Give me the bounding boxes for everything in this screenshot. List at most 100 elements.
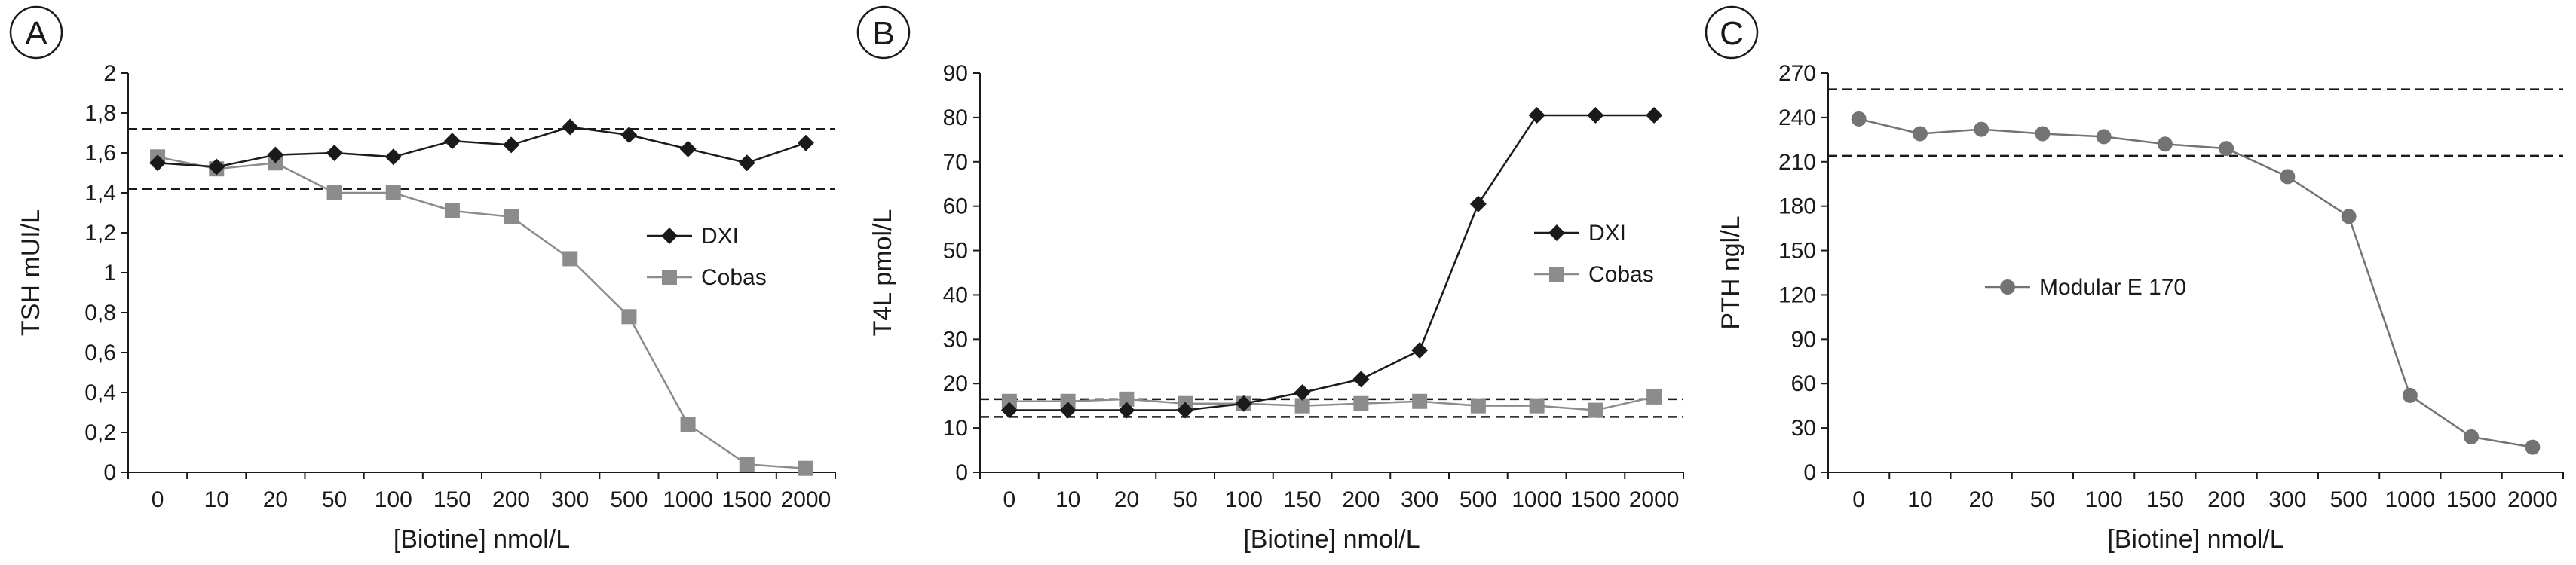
- x-tick-label: 2000: [781, 487, 832, 512]
- y-tick-label: 80: [943, 105, 968, 130]
- y-tick-label: 70: [943, 150, 968, 175]
- data-point: [680, 417, 696, 432]
- data-point: [738, 154, 755, 172]
- data-point: [326, 185, 342, 200]
- panel-letter-circle: [856, 5, 911, 60]
- y-tick-label: 90: [1791, 327, 1816, 352]
- series-cobas: [150, 149, 813, 476]
- x-tick-label: 150: [2146, 487, 2184, 512]
- data-point: [385, 185, 401, 200]
- data-point: [208, 158, 225, 176]
- legend-label: Cobas: [1588, 262, 1654, 287]
- x-tick-label: 300: [1401, 487, 1438, 512]
- y-tick-label: 30: [943, 327, 968, 352]
- y-tick-label: 2: [103, 61, 116, 86]
- y-tick-label: 0,6: [84, 341, 116, 365]
- x-tick-label: 1000: [663, 487, 713, 512]
- x-tick-label: 2000: [2507, 487, 2558, 512]
- data-point: [2525, 439, 2541, 455]
- x-tick-label: 20: [263, 487, 288, 512]
- data-point: [739, 457, 755, 472]
- data-point: [443, 133, 461, 150]
- y-tick-label: 1: [103, 261, 116, 286]
- legend-swatch-marker: [662, 270, 677, 285]
- data-point: [1529, 398, 1545, 414]
- y-tick-label: 1,6: [84, 141, 116, 166]
- data-point: [798, 460, 813, 476]
- data-point: [1646, 106, 1663, 124]
- y-tick-label: 180: [1778, 194, 1816, 219]
- legend-swatch-marker: [2000, 279, 2015, 295]
- data-point: [2402, 387, 2418, 403]
- data-point: [620, 127, 638, 144]
- data-point: [1912, 126, 1928, 142]
- data-point: [562, 118, 579, 136]
- legend-swatch-marker: [1548, 224, 1565, 241]
- x-tick-label: 500: [610, 487, 648, 512]
- x-tick-label: 1000: [2385, 487, 2436, 512]
- data-point: [1000, 402, 1018, 419]
- data-point: [2464, 429, 2480, 444]
- y-tick-label: 150: [1778, 239, 1816, 264]
- data-point: [1412, 393, 1428, 409]
- panel-letter-circle: [9, 5, 63, 60]
- x-tick-label: 1000: [1512, 487, 1562, 512]
- x-tick-label: 200: [492, 487, 530, 512]
- x-tick-label: 10: [1907, 487, 1932, 512]
- legend: DXI Cobas: [1534, 221, 1654, 287]
- data-point: [1851, 111, 1867, 127]
- data-point: [1974, 121, 1989, 137]
- data-point: [2157, 136, 2173, 152]
- data-point: [1294, 398, 1310, 414]
- legend-label: Modular E 170: [2039, 275, 2186, 300]
- y-tick-label: 210: [1778, 150, 1816, 175]
- series-dxi: [149, 118, 814, 176]
- y-tick-label: 30: [1791, 416, 1816, 441]
- data-point: [1411, 342, 1429, 359]
- x-tick-label: 100: [1225, 487, 1263, 512]
- y-tick-label: 90: [943, 61, 968, 86]
- x-tick-label: 20: [1968, 487, 1993, 512]
- data-point: [679, 140, 697, 157]
- data-point: [797, 134, 814, 151]
- chart-panel-c: C 0 30 60 90 120 150 180 210 240 270 0 10 20 50 100 150 2…: [1705, 5, 2564, 554]
- legend-label: Cobas: [701, 265, 767, 290]
- data-point: [149, 154, 167, 172]
- data-point: [1469, 195, 1487, 212]
- data-point: [1646, 389, 1662, 405]
- data-point: [326, 145, 343, 161]
- y-tick-label: 10: [943, 416, 968, 441]
- data-point: [504, 209, 519, 224]
- y-tick-label: 0: [1803, 460, 1816, 485]
- x-tick-label: 50: [2030, 487, 2055, 512]
- x-tick-label: 150: [433, 487, 471, 512]
- data-point: [444, 203, 460, 218]
- y-tick-label: 50: [943, 239, 968, 264]
- data-point: [1528, 106, 1545, 124]
- legend-swatch-marker: [1549, 267, 1564, 282]
- series-line: [157, 126, 807, 168]
- data-point: [267, 146, 284, 163]
- x-axis-title: [Biotine] nmol/L: [394, 525, 570, 554]
- x-tick-label: 500: [2330, 487, 2368, 512]
- data-point: [1353, 396, 1369, 411]
- x-tick-label: 0: [1003, 487, 1016, 512]
- data-point: [384, 148, 402, 166]
- y-tick-label: 40: [943, 282, 968, 307]
- chart-panel-a: A00,20,40,60,811,21,41,61,820 10 20 50 100 15…: [9, 5, 836, 554]
- data-point: [2341, 209, 2357, 224]
- series-line: [1858, 118, 2533, 448]
- data-point: [1587, 106, 1604, 124]
- data-point: [2035, 126, 2051, 142]
- y-axis-title: PTH ngl/L: [1717, 215, 1745, 329]
- series-dxi: [1000, 106, 1663, 419]
- x-tick-label: 10: [204, 487, 229, 512]
- panel-letter: C: [1720, 15, 1744, 52]
- data-point: [1119, 391, 1135, 407]
- legend: Modular E 170: [1985, 275, 2186, 300]
- legend-label: DXI: [701, 224, 739, 249]
- legend-swatch-marker: [661, 228, 678, 244]
- x-tick-label: 150: [1284, 487, 1322, 512]
- x-tick-label: 300: [2268, 487, 2306, 512]
